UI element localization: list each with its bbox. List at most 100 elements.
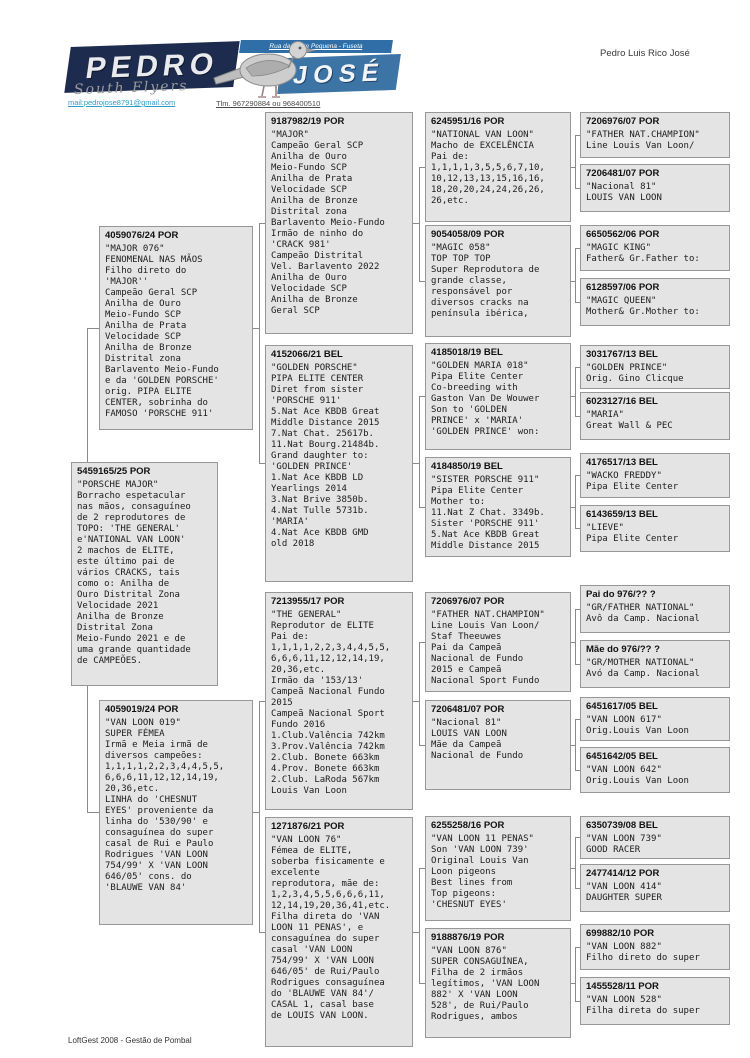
pigeon-notes: "Nacional 81" LOUIS VAN LOON — [586, 182, 662, 203]
pedigree-connector-line — [575, 888, 580, 889]
ring-number: 4185018/19 BEL — [431, 347, 503, 358]
pedigree-box-g4-14: 2477414/12 POR "VAN LOON 414" DAUGHTER S… — [580, 864, 730, 912]
pedigree-connector-line — [413, 463, 419, 464]
pedigree-connector-line — [419, 167, 425, 168]
pedigree-box-g4-5: 3031767/13 BEL "GOLDEN PRINCE" Orig. Gin… — [580, 345, 730, 389]
ring-number: 7206481/07 POR — [586, 168, 660, 179]
logo-email: mail:pedrojose8791@gmail.com — [68, 98, 176, 107]
pigeon-notes: "VAN LOON 876" SUPER CONSAGUÍNEA, Filha … — [431, 946, 540, 1022]
pedigree-connector-line — [575, 367, 580, 368]
pigeon-notes: "GOLDEN PORSCHE" PIPA ELITE CENTER Diret… — [271, 363, 380, 549]
ring-number: 6650562/06 POR — [586, 229, 660, 240]
pigeon-notes: "Nacional 81" LOUIS VAN LOON Mãe da Camp… — [431, 718, 524, 761]
pedigree-box-g4-3: 6650562/06 POR "MAGIC KING" Father& Gr.F… — [580, 225, 730, 271]
pedigree-connector-line — [575, 475, 580, 476]
pigeon-notes: "PORSCHE MAJOR" Borracho espetacular nas… — [77, 480, 191, 666]
ring-number: 4176517/13 BEL — [586, 457, 658, 468]
pedigree-connector-line — [575, 1001, 580, 1002]
pedigree-box-g4-12: 6451642/05 BEL "VAN LOON 642" Orig.Louis… — [580, 747, 730, 793]
ring-number: 4059019/24 POR — [105, 704, 179, 715]
pedigree-connector-line — [87, 328, 99, 329]
pedigree-connector-line — [419, 396, 420, 507]
pedigree-connector-line — [571, 167, 575, 168]
pedigree-connector-line — [571, 281, 575, 282]
pigeon-notes: "MAGIC KING" Father& Gr.Father to: — [586, 243, 700, 264]
pedigree-connector-line — [571, 396, 575, 397]
pedigree-connector-line — [259, 223, 265, 224]
pedigree-connector-line — [575, 770, 580, 771]
pigeon-notes: "GR/MOTHER NATIONAL" Avó da Camp. Nacion… — [586, 658, 700, 679]
pedigree-connector-line — [575, 475, 576, 528]
ring-number: 6023127/16 BEL — [586, 396, 658, 407]
ring-number: Mãe do 976/?? ? — [586, 644, 660, 655]
pedigree-connector-line — [575, 837, 576, 888]
pedigree-box-father: 4059076/24 POR "MAJOR 076" FENOMENAL NAS… — [99, 226, 253, 430]
pedigree-box-g4-10: Mãe do 976/?? ? "GR/MOTHER NATIONAL" Avó… — [580, 640, 730, 688]
pedigree-connector-line — [575, 135, 580, 136]
ring-number: 9188876/19 POR — [431, 932, 505, 943]
pigeon-notes: "MAGIC QUEEN" Mother& Gr.Mother to: — [586, 296, 700, 317]
pedigree-box-maternal-grandmother: 1271876/21 POR "VAN LOON 76" Fémea de EL… — [265, 817, 413, 1047]
pedigree-connector-line — [253, 812, 259, 813]
ring-number: 7206976/07 POR — [586, 116, 660, 127]
pedigree-connector-line — [419, 281, 425, 282]
pigeon-notes: "FATHER NAT.CHAMPION" Line Louis Van Loo… — [431, 610, 545, 686]
ring-number: 4184850/19 BEL — [431, 461, 503, 472]
pedigree-connector-line — [575, 719, 576, 770]
owner-name: Pedro Luis Rico José — [600, 48, 690, 59]
pedigree-box-g4-1: 7206976/07 POR "FATHER NAT.CHAMPION" Lin… — [580, 112, 730, 158]
pedigree-connector-line — [571, 983, 575, 984]
pigeon-notes: "VAN LOON 882" Filho direto do super — [586, 942, 700, 963]
pedigree-connector-line — [575, 248, 576, 302]
ring-number: 6451617/05 BEL — [586, 701, 658, 712]
pigeon-notes: "NATIONAL VAN LOON" Macho de EXCELÊNCIA … — [431, 130, 545, 206]
pedigree-box-maternal-grandfather: 7213955/17 POR "THE GENERAL" Reprodutor … — [265, 592, 413, 810]
pedigree-connector-line — [259, 223, 260, 463]
pigeon-notes: "VAN LOON 642" Orig.Louis Van Loon — [586, 765, 689, 786]
pedigree-box-paternal-grandfather: 9187982/19 POR "MAJOR" Campeão Geral SCP… — [265, 112, 413, 334]
ring-number: 6255258/16 POR — [431, 820, 505, 831]
app-footer: LoftGest 2008 - Gestão de Pombal — [68, 1036, 192, 1045]
pedigree-box-g4-6: 6023127/16 BEL "MARIA" Great Wall & PEC — [580, 392, 730, 440]
pedigree-connector-line — [575, 528, 580, 529]
logo-phone: Tlm. 967290884 ou 968400510 — [216, 99, 321, 108]
pedigree-connector-line — [253, 328, 259, 329]
pedigree-connector-line — [259, 701, 265, 702]
pedigree-connector-line — [413, 223, 419, 224]
ring-number: 7206481/07 POR — [431, 704, 505, 715]
pigeon-notes: "LIEVE" Pipa Elite Center — [586, 523, 679, 544]
pedigree-box-g3-2: 9054058/09 POR "MAGIC 058" TOP TOP TOP S… — [425, 225, 571, 337]
pedigree-connector-line — [575, 719, 580, 720]
pedigree-box-g4-16: 1455528/11 POR "VAN LOON 528" Filha dire… — [580, 977, 730, 1025]
logo-tagline: South Flyers — [73, 78, 189, 98]
pedigree-box-g3-8: 9188876/19 POR "VAN LOON 876" SUPER CONS… — [425, 928, 571, 1038]
ring-number: 6245951/16 POR — [431, 116, 505, 127]
pedigree-connector-line — [419, 868, 420, 983]
pedigree-connector-line — [419, 868, 425, 869]
pedigree-connector-line — [419, 745, 425, 746]
pigeon-notes: "GOLDEN PRINCE" Orig. Gino Clicque — [586, 363, 684, 384]
pedigree-box-paternal-grandmother: 4152066/21 BEL "GOLDEN PORSCHE" PIPA ELI… — [265, 345, 413, 582]
pigeon-notes: "VAN LOON 76" Fémea de ELITE, soberba fi… — [271, 835, 391, 1021]
pedigree-connector-line — [419, 642, 425, 643]
pedigree-box-g4-9: Pai do 976/?? ? "GR/FATHER NATIONAL" Avô… — [580, 585, 730, 633]
pedigree-box-g3-3: 4185018/19 BEL "GOLDEN MARIA 018" Pipa E… — [425, 343, 571, 450]
pedigree-connector-line — [575, 947, 580, 948]
pedigree-box-mother: 4059019/24 POR "VAN LOON 019" SUPER FÉME… — [99, 700, 253, 925]
pedigree-connector-line — [575, 837, 580, 838]
pedigree-box-g3-7: 6255258/16 POR "VAN LOON 11 PENAS" Son '… — [425, 816, 571, 921]
pedigree-connector-line — [413, 701, 419, 702]
ring-number: 699882/10 POR — [586, 928, 655, 939]
pedigree-connector-line — [259, 932, 265, 933]
pedigree-box-g3-1: 6245951/16 POR "NATIONAL VAN LOON" Macho… — [425, 112, 571, 222]
pedigree-connector-line — [419, 167, 420, 281]
ring-number: 6143659/13 BEL — [586, 509, 658, 520]
pedigree-box-g3-5: 7206976/07 POR "FATHER NAT.CHAMPION" Lin… — [425, 592, 571, 692]
pigeon-icon — [213, 41, 316, 98]
pigeon-notes: "MAJOR 076" FENOMENAL NAS MÃOS Filho dir… — [105, 244, 219, 419]
pedigree-box-g4-13: 6350739/08 BEL "VAN LOON 739" GOOD RACER — [580, 816, 730, 859]
pedigree-connector-line — [571, 745, 575, 746]
pigeon-notes: "GR/FATHER NATIONAL" Avô da Camp. Nacion… — [586, 603, 700, 624]
pedigree-box-g4-7: 4176517/13 BEL "WACKO FREDDY" Pipa Elite… — [580, 453, 730, 498]
